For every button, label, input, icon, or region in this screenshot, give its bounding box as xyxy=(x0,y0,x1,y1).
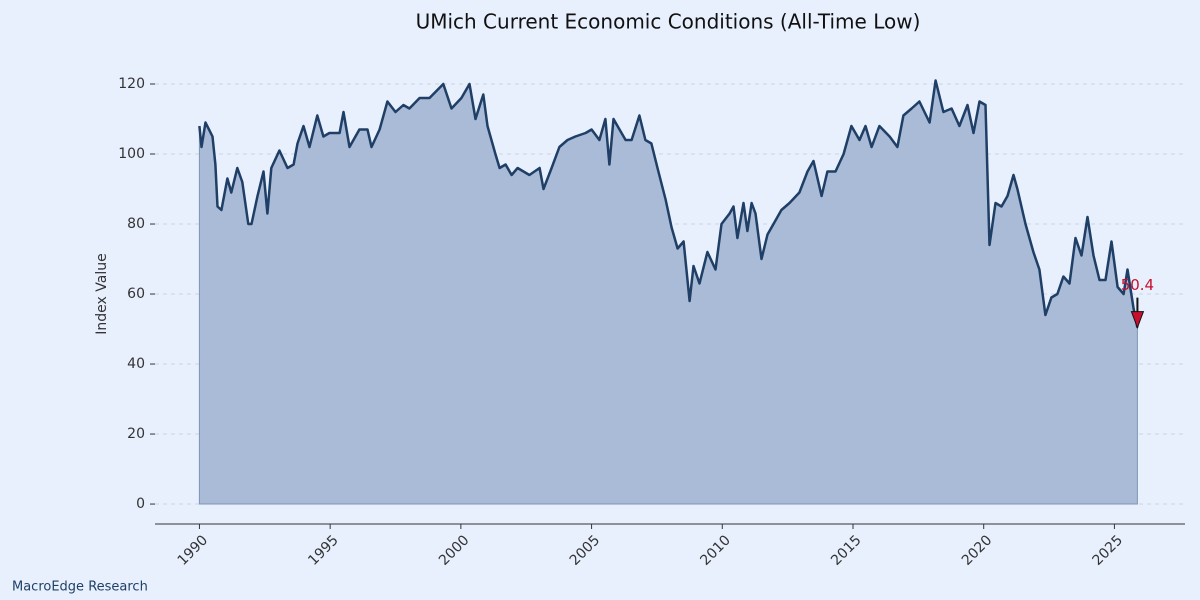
y-axis-label: Index Value xyxy=(94,253,110,334)
chart-title: UMich Current Economic Conditions (All-T… xyxy=(416,10,921,34)
y-tick-label: 60 xyxy=(127,286,145,302)
annotation-arrowhead xyxy=(1130,311,1145,330)
y-tick-label: 100 xyxy=(118,146,145,162)
y-tick-label: 120 xyxy=(118,76,145,92)
y-tick-label: 80 xyxy=(127,216,145,232)
source: MacroEdge Research xyxy=(12,580,148,595)
y-tick-label: 40 xyxy=(127,356,145,372)
y-tick-label: 0 xyxy=(136,496,145,512)
annotation-label: 50.4 xyxy=(1121,276,1154,294)
line xyxy=(198,79,1139,328)
y-tick-label: 20 xyxy=(127,426,145,442)
